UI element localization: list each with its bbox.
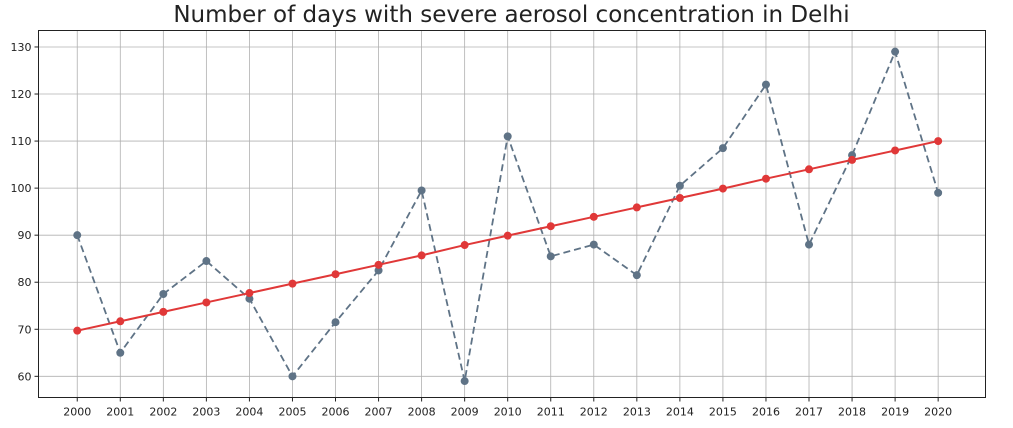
series-1-point [632, 271, 641, 280]
series-2-point [848, 155, 857, 164]
x-tick-label: 2005 [278, 406, 306, 419]
x-tick-label: 2002 [149, 406, 177, 419]
series-1-point [546, 252, 555, 261]
y-tick-label: 70 [18, 323, 32, 336]
series-1-point [202, 257, 211, 266]
x-tick-label: 2011 [537, 406, 565, 419]
x-tick-label: 2001 [106, 406, 134, 419]
series-1-point [891, 47, 900, 56]
series-2-point [73, 326, 82, 335]
x-tick-label: 2017 [795, 406, 823, 419]
series-2-point [891, 146, 900, 155]
series-2-point [245, 289, 254, 298]
series-2-point [460, 241, 469, 250]
series-1-point [116, 348, 125, 357]
series-2-point [675, 194, 684, 203]
plot-frame [38, 30, 986, 398]
x-tick-label: 2009 [451, 406, 479, 419]
series-1-point [288, 372, 297, 381]
y-tick-label: 120 [11, 88, 32, 101]
series-2-point [934, 137, 943, 146]
series-2-point [632, 203, 641, 212]
x-tick-label: 2007 [365, 406, 393, 419]
series-2-point [116, 317, 125, 326]
series-2-point [546, 222, 555, 231]
series-1-point [761, 80, 770, 89]
x-tick-label: 2006 [322, 406, 350, 419]
series-2-point [417, 251, 426, 260]
series-2-point [718, 184, 727, 193]
series-1-point [417, 186, 426, 195]
x-tick-label: 2020 [924, 406, 952, 419]
series-1-point [805, 240, 814, 249]
y-tick-label: 100 [11, 182, 32, 195]
y-tick-label: 60 [18, 370, 32, 383]
series-2-point [503, 231, 512, 240]
series-1-point [934, 188, 943, 197]
series-1-point [503, 132, 512, 141]
y-tick-label: 90 [18, 229, 32, 242]
series-2-point [589, 212, 598, 221]
series-1-point [718, 144, 727, 153]
series-2-point [805, 165, 814, 174]
x-tick-label: 2016 [752, 406, 780, 419]
x-tick-label: 2003 [192, 406, 220, 419]
x-tick-label: 2008 [408, 406, 436, 419]
x-tick-label: 2010 [494, 406, 522, 419]
chart-title: Number of days with severe aerosol conce… [173, 2, 850, 28]
series-2-point [288, 279, 297, 288]
x-tick-label: 2000 [63, 406, 91, 419]
series-1-point [589, 240, 598, 249]
x-tick-label: 2015 [709, 406, 737, 419]
series-2-point [374, 260, 383, 269]
series-1-point [374, 266, 383, 275]
series-2-point [761, 174, 770, 183]
series-2-point [331, 270, 340, 279]
x-tick-label: 2019 [881, 406, 909, 419]
y-tick-label: 80 [18, 276, 32, 289]
x-tick-label: 2013 [623, 406, 651, 419]
grid [38, 30, 986, 398]
series-1-point [675, 181, 684, 190]
y-tick-label: 110 [11, 135, 32, 148]
series-1-point [460, 377, 469, 386]
x-tick-label: 2014 [666, 406, 694, 419]
series-layer [73, 47, 943, 386]
x-tick-label: 2012 [580, 406, 608, 419]
y-tick-label: 130 [11, 41, 32, 54]
x-tick-label: 2004 [235, 406, 263, 419]
series-1-point [159, 289, 168, 298]
series-2-point [202, 298, 211, 307]
x-tick-label: 2018 [838, 406, 866, 419]
series-2-point [159, 307, 168, 316]
axis-ticks: 2000 2001 2002 2003 2004 2005 2006 2007 2008 2009… [11, 41, 953, 419]
series-1-point [245, 294, 254, 303]
series-1-point [331, 318, 340, 327]
series-1-point [73, 231, 82, 240]
